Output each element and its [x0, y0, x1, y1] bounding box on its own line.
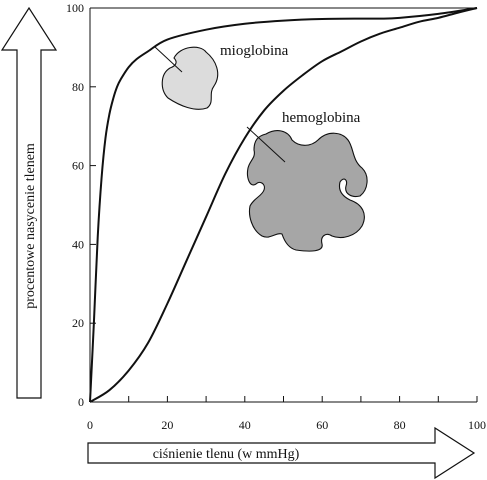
mioglobina-leader-line: [154, 46, 183, 73]
hemoglobina-label: hemoglobina: [282, 110, 361, 126]
y-axis-label: procentowe nasycenie tlenem: [23, 143, 38, 309]
mioglobina-label: mioglobina: [220, 43, 289, 59]
hemoglobina-protein-icon: [246, 130, 368, 252]
x-tick-label: 0: [87, 418, 93, 432]
y-tick-label: 80: [72, 80, 84, 94]
hemoglobina-curve: [89, 7, 478, 403]
x-tick-label: 80: [394, 418, 406, 432]
x-tick-label: 40: [239, 418, 251, 432]
mioglobina-protein-icon: [161, 46, 219, 110]
y-tick-label: 0: [78, 395, 84, 409]
hemoglobina-leader-line: [246, 126, 286, 163]
x-tick-label: 60: [316, 418, 328, 432]
x-tick-label: 20: [161, 418, 173, 432]
x-axis-arrow: [87, 426, 476, 480]
x-axis-label: ciśnienie tlenu (w mmHg): [153, 447, 300, 462]
y-tick-label: 100: [66, 1, 84, 15]
x-tick-label: 100: [468, 418, 486, 432]
tick-group: 0 20 40 60 80 100 0 20 40 60 80 100: [66, 1, 486, 432]
mioglobina-curve: [89, 7, 478, 403]
y-tick-label: 60: [72, 159, 84, 173]
y-tick-label: 20: [72, 316, 84, 330]
y-axis-arrow: [0, 6, 58, 399]
y-tick-label: 40: [72, 237, 84, 251]
